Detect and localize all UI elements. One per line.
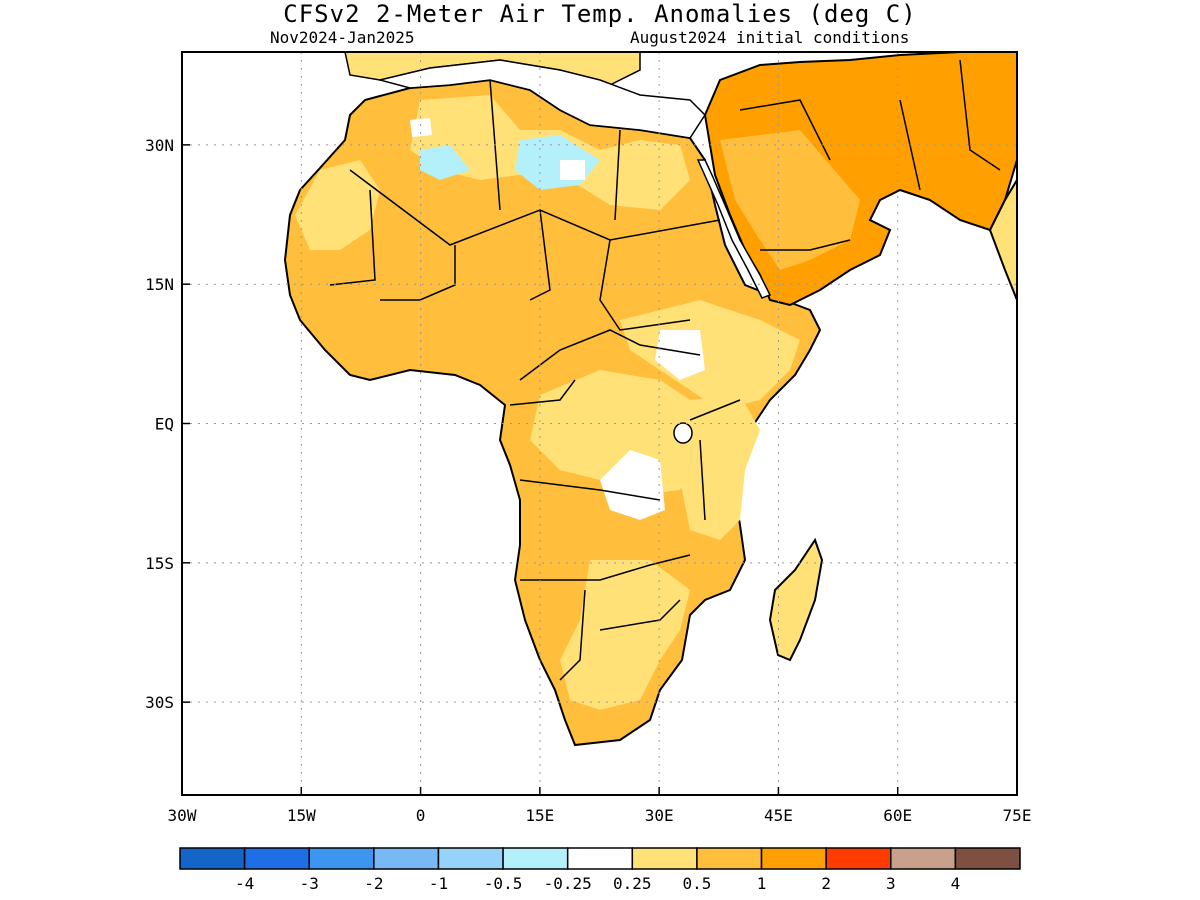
india-landmass <box>988 178 1017 301</box>
colorbar-label: -0.5 <box>484 874 523 893</box>
map-title: CFSv2 2-Meter Air Temp. Anomalies (deg C… <box>283 0 917 28</box>
forecast-period-subtitle: Nov2024-Jan2025 <box>270 28 415 47</box>
southern-africa-pale <box>560 560 690 710</box>
east-africa-pale <box>680 395 760 540</box>
y-tick-label: 30S <box>145 693 174 712</box>
colorbar-label: -4 <box>235 874 254 893</box>
x-tick-label: 45E <box>764 806 793 825</box>
colorbar-swatch <box>373 847 440 870</box>
red-sea <box>696 159 772 299</box>
x-tick-label: 60E <box>883 806 912 825</box>
colorbar-swatch <box>760 847 827 870</box>
colorbar-swatch <box>502 847 569 870</box>
egypt-libya-cool-patch <box>420 135 600 190</box>
colorbar-swatch <box>954 847 1021 870</box>
colorbar-label: 0.25 <box>613 874 652 893</box>
colorbar-swatch <box>696 847 763 870</box>
colorbar-swatch <box>825 847 892 870</box>
colorbar-label: 2 <box>821 874 831 893</box>
x-tick-label: 0 <box>416 806 426 825</box>
initial-conditions-subtitle: August2024 initial conditions <box>630 28 910 47</box>
mediterranean-sea <box>379 59 706 139</box>
colorbar-label: 0.5 <box>682 874 711 893</box>
colorbar-label: 1 <box>757 874 767 893</box>
colorbar-swatch <box>566 847 634 870</box>
colorbar-swatch <box>308 847 375 870</box>
colorbar-swatch <box>631 847 698 870</box>
grid-lines <box>182 52 1017 795</box>
colorbar-swatch <box>437 847 504 870</box>
colorbar-label: -0.25 <box>544 874 592 893</box>
colorbar-label: -3 <box>300 874 319 893</box>
iran-strong-warm <box>820 70 1015 180</box>
y-tick-label: 15N <box>145 275 174 294</box>
horn-pale-region <box>620 300 800 410</box>
latitude-ticks: 30N 15N EQ 15S 30S <box>145 136 190 712</box>
madagascar-landmass <box>768 537 824 662</box>
x-tick-label: 15E <box>525 806 554 825</box>
lake-victoria <box>673 422 693 444</box>
colorbar-label: 4 <box>951 874 961 893</box>
colorbar-label: -2 <box>364 874 383 893</box>
colorbar-swatch <box>890 847 957 870</box>
west-sahara-pale <box>295 160 380 250</box>
y-tick-label: EQ <box>155 415 174 434</box>
x-tick-label: 30W <box>168 806 197 825</box>
colorbar-label: -1 <box>429 874 448 893</box>
x-tick-label: 15W <box>287 806 316 825</box>
longitude-ticks: 30W 15W 0 15E 30E 45E 60E 75E <box>168 787 1032 825</box>
x-tick-label: 75E <box>1003 806 1032 825</box>
colorbar-label: 3 <box>886 874 896 893</box>
arabia-warm <box>720 130 860 270</box>
colorbar-swatch <box>243 847 310 870</box>
map-shading <box>283 52 1017 747</box>
x-tick-label: 30E <box>645 806 674 825</box>
colorbar-swatch <box>179 847 246 870</box>
y-tick-label: 15S <box>145 554 174 573</box>
y-tick-label: 30N <box>145 136 174 155</box>
